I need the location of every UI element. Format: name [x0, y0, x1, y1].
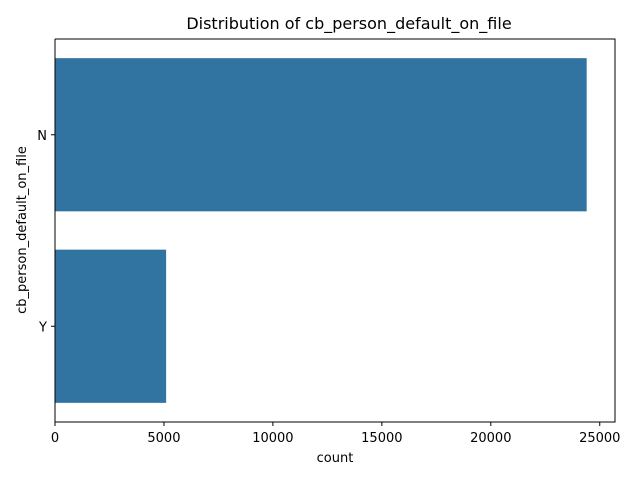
x-tick-label-0: 0 — [51, 431, 59, 446]
chart-title: Distribution of cb_person_default_on_fil… — [186, 14, 511, 34]
y-tick-label-N: N — [37, 129, 47, 144]
bar-Y — [55, 249, 167, 403]
axes-frame — [54, 38, 616, 423]
x-tick-label-15000: 15000 — [361, 431, 402, 446]
x-tick-label-10000: 10000 — [252, 431, 293, 446]
x-tick-label-25000: 25000 — [579, 431, 620, 446]
y-axis-label: cb_person_default_on_file — [15, 146, 30, 314]
x-tick-label-5000: 5000 — [147, 431, 180, 446]
plot-area: N Y 0 5000 10000 15000 20000 25000 — [37, 38, 620, 446]
x-tick-label-20000: 20000 — [470, 431, 511, 446]
y-tick-label-Y: Y — [38, 320, 47, 335]
bar-N — [55, 58, 587, 212]
x-axis-label: count — [317, 451, 354, 466]
